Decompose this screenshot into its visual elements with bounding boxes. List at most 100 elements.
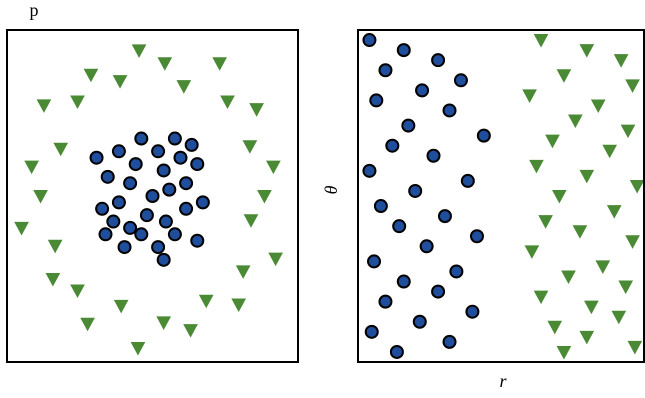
triangle-point <box>36 99 52 113</box>
triangle-point <box>602 144 618 159</box>
circle-point <box>442 334 457 349</box>
circle-point <box>431 284 446 299</box>
triangle-point <box>618 280 634 295</box>
triangle-point <box>606 205 622 219</box>
circle-point <box>123 220 138 235</box>
triangle-point <box>556 69 572 83</box>
circle-point <box>378 63 393 78</box>
triangle-point <box>579 169 595 184</box>
circle-point <box>460 173 475 188</box>
circle-point <box>396 43 411 58</box>
triangle-point <box>613 54 629 68</box>
triangle-point <box>70 284 85 299</box>
circle-point <box>123 176 138 191</box>
circle-point <box>151 144 166 159</box>
y-axis-label: θ <box>321 185 341 194</box>
circle-point <box>173 150 188 165</box>
circle-point <box>362 33 377 48</box>
triangle-point <box>584 300 599 315</box>
triangle-point <box>176 80 192 94</box>
circle-point <box>156 163 171 178</box>
triangle-point <box>212 57 227 71</box>
circle-point <box>195 195 210 210</box>
circle-point <box>190 233 205 248</box>
circle-point <box>156 252 171 267</box>
circle-point <box>100 169 115 184</box>
circle-point <box>453 73 468 88</box>
circle-point <box>95 201 110 216</box>
circle-point <box>369 93 384 108</box>
plot-frame <box>6 29 299 363</box>
triangle-point <box>538 215 553 229</box>
x-axis-label: r <box>499 371 507 391</box>
triangle-point <box>533 290 549 305</box>
triangle-point <box>113 299 129 314</box>
triangle-point <box>579 44 595 58</box>
triangle-point <box>157 57 173 71</box>
circle-point <box>167 227 182 242</box>
triangle-point <box>545 134 560 149</box>
circle-point <box>117 240 132 255</box>
circle-point <box>89 150 104 165</box>
triangle-point <box>556 345 572 360</box>
triangle-point <box>249 103 264 117</box>
triangle-point <box>70 95 85 110</box>
triangle-point <box>33 190 48 204</box>
circle-point <box>392 219 407 234</box>
triangle-point <box>561 270 576 285</box>
triangle-point <box>235 265 251 279</box>
circle-point <box>389 344 404 359</box>
circle-point <box>442 103 457 118</box>
triangle-point <box>625 235 640 249</box>
circle-point <box>134 227 149 242</box>
triangle-point <box>231 298 247 313</box>
circle-point <box>128 157 143 172</box>
circle-point <box>184 137 199 152</box>
circle-point <box>401 118 416 133</box>
circle-point <box>190 157 205 172</box>
circle-point <box>367 254 382 269</box>
triangle-point <box>220 95 235 110</box>
plot-frame <box>357 29 645 363</box>
triangle-point <box>266 160 281 175</box>
circle-point <box>98 227 113 242</box>
triangle-point <box>45 273 61 287</box>
circle-point <box>412 314 427 329</box>
circle-point <box>162 182 177 197</box>
circle-point <box>364 324 379 339</box>
circle-point <box>134 131 149 146</box>
triangle-point <box>568 114 583 129</box>
triangle-point <box>611 310 627 325</box>
circle-point <box>431 53 446 68</box>
triangle-point <box>590 99 606 114</box>
circle-point <box>465 304 480 319</box>
circle-point <box>415 83 430 98</box>
triangle-point <box>243 214 259 228</box>
triangle-point <box>625 79 640 93</box>
triangle-point <box>47 239 63 254</box>
triangle-point <box>524 245 540 259</box>
triangle-point <box>130 341 146 356</box>
circle-point <box>179 201 194 216</box>
circle-point <box>426 148 441 163</box>
triangle-point <box>53 142 69 157</box>
triangle-point <box>529 159 544 174</box>
circle-point <box>167 131 182 146</box>
circle-point <box>378 294 393 309</box>
triangle-point <box>268 252 283 267</box>
triangle-point <box>112 75 128 89</box>
circle-point <box>385 138 400 153</box>
triangle-point <box>552 190 567 204</box>
circle-point <box>151 240 166 255</box>
circle-point <box>396 274 411 289</box>
triangle-point <box>131 44 147 58</box>
triangle-point <box>620 124 636 139</box>
triangle-point <box>156 316 172 330</box>
circle-point <box>111 144 126 159</box>
triangle-point <box>522 89 537 103</box>
triangle-point <box>595 260 611 274</box>
triangle-point <box>83 68 99 83</box>
triangle-point <box>183 324 198 338</box>
triangle-point <box>24 160 39 175</box>
